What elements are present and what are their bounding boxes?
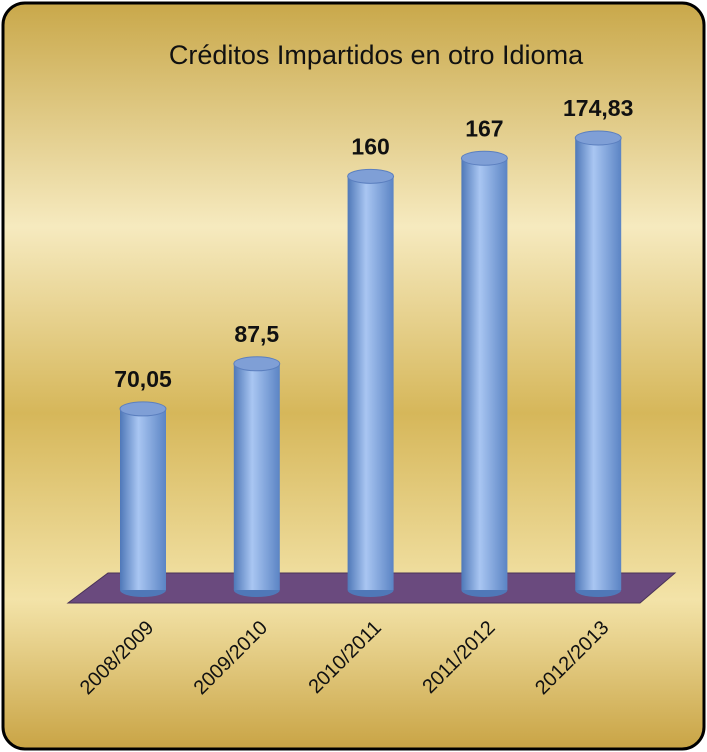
bar xyxy=(120,408,166,590)
value-label: 160 xyxy=(351,133,389,159)
chart-title: Créditos Impartidos en otro Idioma xyxy=(169,40,584,70)
bar xyxy=(347,176,394,591)
bar-top xyxy=(233,356,281,372)
value-label: 70,05 xyxy=(114,366,172,392)
value-label: 174,83 xyxy=(563,95,633,121)
bar-top xyxy=(574,130,622,146)
bar-top xyxy=(119,401,167,417)
bar-top xyxy=(460,150,508,166)
value-label: 87,5 xyxy=(234,321,279,347)
bar xyxy=(233,363,280,590)
bar xyxy=(575,138,622,590)
value-label: 167 xyxy=(465,115,503,141)
bar xyxy=(461,158,508,590)
bar-top xyxy=(347,168,395,184)
